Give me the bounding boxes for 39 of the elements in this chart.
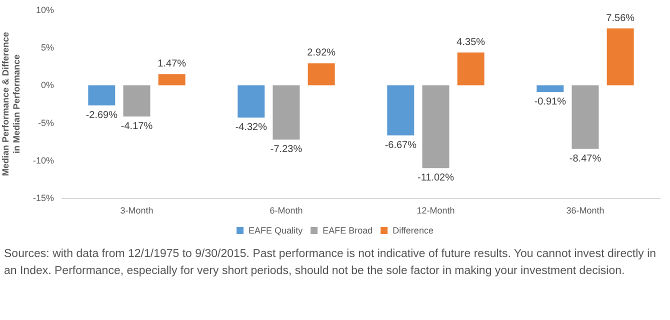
y-tick-label: 0% — [40, 80, 54, 90]
bar — [387, 85, 414, 136]
data-label: -0.91% — [534, 96, 566, 108]
bar — [422, 85, 450, 168]
data-label: -6.67% — [384, 140, 417, 151]
legend-label: EAFE Broad — [322, 226, 373, 236]
x-tick-label: 6-Month — [270, 206, 303, 216]
bar — [272, 85, 300, 140]
x-tick-label: 36-Month — [566, 206, 604, 216]
x-tick-label: 12-Month — [416, 206, 455, 216]
bar — [457, 52, 484, 86]
y-tick-label: -10% — [32, 155, 54, 166]
legend-label: Difference — [392, 226, 434, 236]
data-label: -4.32% — [235, 122, 268, 134]
data-label: 7.56% — [606, 12, 635, 24]
bar — [536, 85, 564, 92]
legend-label: EAFE Quality — [248, 226, 304, 236]
bar — [308, 63, 335, 86]
data-label: 2.92% — [307, 48, 336, 59]
y-tick-label: -5% — [38, 118, 54, 128]
data-label: -8.47% — [569, 153, 602, 164]
y-tick-label: 5% — [40, 42, 54, 53]
bar — [123, 85, 150, 117]
data-label: -2.69% — [86, 110, 118, 121]
x-tick-label: 3-Month — [120, 206, 154, 216]
bar — [88, 85, 116, 106]
bar — [238, 85, 265, 118]
y-tick-label: 10% — [36, 5, 54, 15]
source-note: Sources: with data from 12/1/1975 to 9/30/2015. Past performance is not indicative of future results. You cannot invest directly in an Index. Performance, especially for very short periods, should not be the sole factor in making your investment decision. — [4, 247, 658, 280]
y-tick-label: -15% — [32, 193, 54, 203]
data-label: 1.47% — [158, 58, 186, 70]
data-label: 4.35% — [456, 36, 486, 48]
data-label: -11.02% — [417, 172, 454, 184]
data-label: -4.17% — [120, 121, 153, 132]
data-label: -7.23% — [270, 144, 302, 156]
y-axis-title: Median Performance & Difference in Median Performance — [0, 32, 22, 176]
bar — [606, 28, 634, 86]
bar — [572, 85, 599, 149]
bar — [158, 74, 186, 86]
